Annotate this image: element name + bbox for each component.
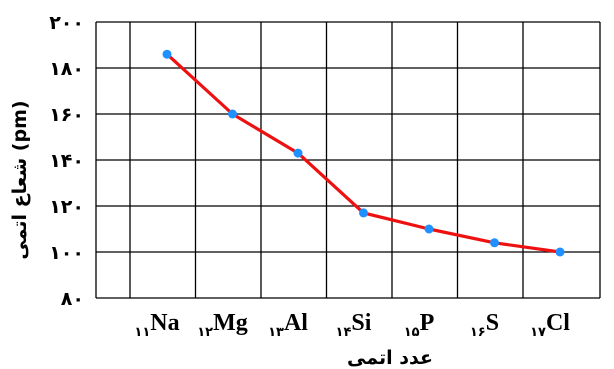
- y-axis-ticks: ۸۰ ۱۰۰ ۱۲۰ ۱۴۰ ۱۶۰ ۱۸۰ ۲۰۰: [49, 12, 84, 310]
- x-tick-label: ۱۲Mg: [197, 310, 248, 340]
- data-point: [359, 208, 368, 218]
- y-tick-label: ۱۶۰: [49, 104, 84, 126]
- x-axis-ticks: ۱۱Na ۱۲Mg ۱۳Al ۱۴Si ۱۵P ۱۶S ۱۷Cl: [134, 310, 570, 340]
- series-polyline: [165, 53, 561, 254]
- x-tick-label: ۱۴Si: [336, 310, 372, 340]
- data-markers: [162, 49, 565, 257]
- y-tick-label: ۸۰: [61, 288, 84, 310]
- y-tick-label: ۱۰۰: [49, 242, 84, 264]
- x-tick-label: ۱۳Al: [268, 310, 308, 340]
- x-tick-label: ۱۱Na: [134, 310, 179, 340]
- y-tick-label: ۱۴۰: [49, 150, 84, 172]
- x-tick-label: ۱۶S: [470, 310, 499, 340]
- plot-grid: [95, 21, 601, 299]
- y-axis-title: شعاع اتمی (pm): [9, 100, 31, 259]
- data-point: [162, 49, 172, 59]
- series-line: [165, 53, 561, 254]
- y-tick-label: ۲۰۰: [49, 12, 84, 34]
- x-tick-label: ۱۵P: [404, 310, 435, 340]
- data-point: [490, 238, 499, 248]
- y-tick-label: ۱۸۰: [49, 58, 84, 80]
- data-point: [228, 109, 237, 119]
- x-tick-label: ۱۷Cl: [530, 310, 570, 340]
- data-point: [555, 247, 565, 257]
- y-tick-label: ۱۲۰: [49, 196, 84, 218]
- data-point: [424, 224, 434, 234]
- x-axis-title: عدد اتمی: [347, 347, 433, 369]
- data-point: [293, 148, 303, 158]
